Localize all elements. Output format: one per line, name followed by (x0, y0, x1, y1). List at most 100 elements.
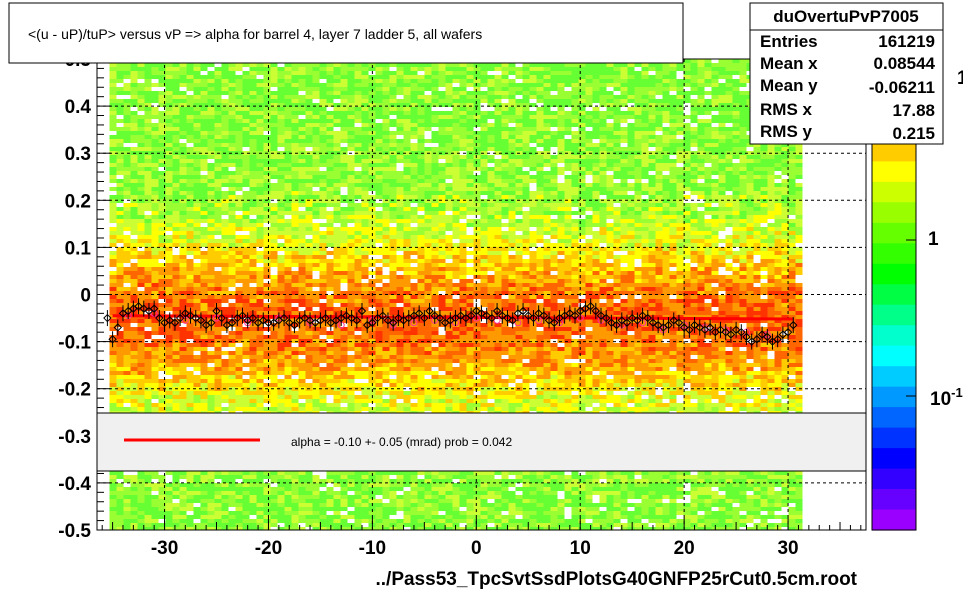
heatmap-cell (179, 99, 187, 103)
heatmap-cell (389, 247, 397, 251)
heatmap-cell (536, 119, 544, 123)
heatmap-cell (697, 167, 705, 171)
heatmap-cell (151, 127, 159, 131)
heatmap-cell (718, 227, 726, 231)
heatmap-cell (319, 119, 327, 123)
heatmap-cell (123, 219, 131, 223)
heatmap-cell (305, 67, 313, 71)
heatmap-cell (676, 171, 684, 175)
heatmap-cell (186, 131, 194, 135)
heatmap-cell (417, 259, 425, 263)
heatmap-cell (354, 223, 362, 227)
heatmap-cell (564, 147, 572, 151)
heatmap-cell (648, 103, 656, 107)
heatmap-cell (557, 263, 565, 267)
heatmap-cell (340, 179, 348, 183)
heatmap-cell (249, 159, 257, 163)
heatmap-cell (305, 167, 313, 171)
heatmap-cell (501, 259, 509, 263)
heatmap-cell (277, 143, 285, 147)
heatmap-cell (522, 103, 530, 107)
heatmap-cell (641, 127, 649, 131)
heatmap-cell (634, 63, 642, 67)
heatmap-cell (116, 195, 124, 199)
heatmap-cell (424, 103, 432, 107)
heatmap-cell (389, 243, 397, 247)
heatmap-cell (431, 207, 439, 211)
heatmap-cell (410, 107, 418, 111)
heatmap-cell (676, 147, 684, 151)
heatmap-cell (291, 255, 299, 259)
heatmap-cell (543, 71, 551, 75)
heatmap-cell (249, 71, 257, 75)
heatmap-cell (116, 259, 124, 263)
heatmap-cell (221, 235, 229, 239)
heatmap-cell (515, 131, 523, 135)
heatmap-cell (697, 95, 705, 99)
heatmap-cell (529, 235, 537, 239)
heatmap-cell (263, 183, 271, 187)
heatmap-cell (375, 247, 383, 251)
heatmap-cell (130, 187, 138, 191)
heatmap-cell (494, 219, 502, 223)
heatmap-cell (207, 91, 215, 95)
heatmap-cell (704, 199, 712, 203)
heatmap-cell (207, 131, 215, 135)
heatmap-cell (781, 263, 789, 267)
heatmap-cell (284, 251, 292, 255)
heatmap-cell (459, 183, 467, 187)
heatmap-cell (746, 151, 754, 155)
heatmap-cell (396, 195, 404, 199)
heatmap-cell (557, 251, 565, 255)
heatmap-cell (326, 103, 334, 107)
heatmap-cell (578, 79, 586, 83)
heatmap-cell (739, 123, 747, 127)
heatmap-cell (592, 75, 600, 79)
heatmap-cell (172, 99, 180, 103)
heatmap-cell (284, 79, 292, 83)
heatmap-cell (620, 187, 628, 191)
heatmap-cell (403, 87, 411, 91)
heatmap-cell (424, 259, 432, 263)
heatmap-cell (627, 239, 635, 243)
heatmap-cell (165, 103, 173, 107)
heatmap-cell (228, 159, 236, 163)
heatmap-cell (375, 83, 383, 87)
heatmap-cell (284, 211, 292, 215)
heatmap-cell (578, 139, 586, 143)
heatmap-cell (585, 119, 593, 123)
heatmap-cell (550, 67, 558, 71)
heatmap-cell (767, 227, 775, 231)
heatmap-cell (354, 163, 362, 167)
heatmap-cell (312, 167, 320, 171)
heatmap-cell (284, 111, 292, 115)
heatmap-cell (410, 99, 418, 103)
heatmap-cell (284, 127, 292, 131)
heatmap-cell (711, 267, 719, 271)
heatmap-cell (739, 151, 747, 155)
heatmap-cell (641, 231, 649, 235)
heatmap-cell (326, 143, 334, 147)
heatmap-cell (452, 183, 460, 187)
heatmap-cell (445, 131, 453, 135)
heatmap-cell (228, 243, 236, 247)
heatmap-cell (655, 171, 663, 175)
heatmap-cell (683, 251, 691, 255)
heatmap-cell (242, 243, 250, 247)
heatmap-cell (725, 75, 733, 79)
heatmap-cell (564, 159, 572, 163)
heatmap-cell (431, 219, 439, 223)
heatmap-cell (641, 83, 649, 87)
heatmap-cell (529, 239, 537, 243)
heatmap-cell (452, 211, 460, 215)
heatmap-cell (193, 67, 201, 71)
heatmap-cell (529, 175, 537, 179)
heatmap-cell (186, 127, 194, 131)
heatmap-cell (515, 171, 523, 175)
heatmap-cell (487, 267, 495, 271)
heatmap-cell (382, 163, 390, 167)
heatmap-cell (179, 143, 187, 147)
heatmap-cell (697, 171, 705, 175)
heatmap-cell (564, 235, 572, 239)
heatmap-cell (536, 71, 544, 75)
